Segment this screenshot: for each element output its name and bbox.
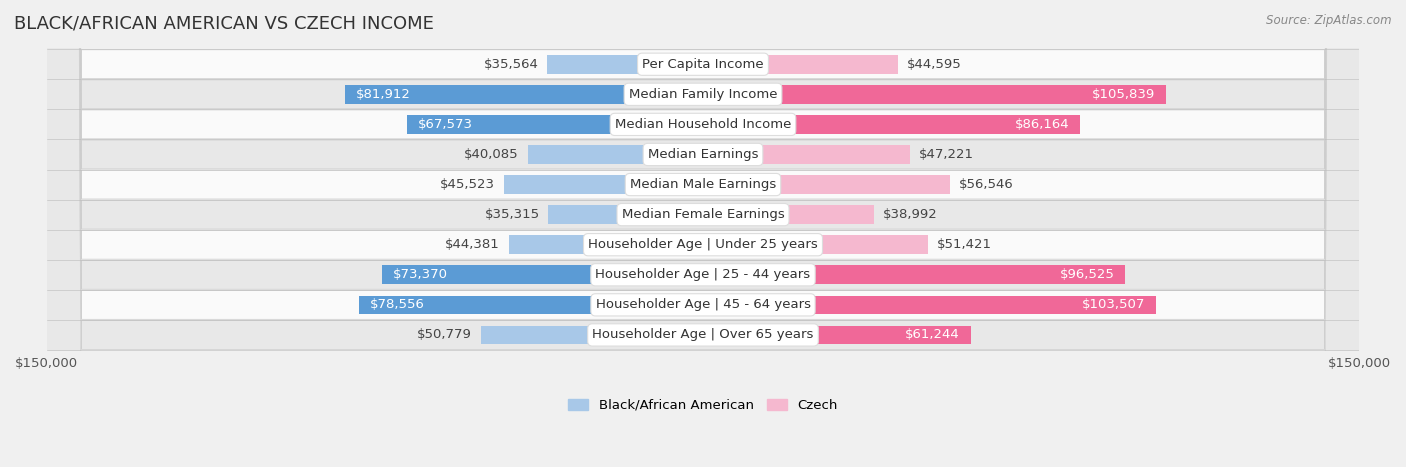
FancyBboxPatch shape bbox=[46, 0, 1360, 467]
Text: $105,839: $105,839 bbox=[1092, 88, 1156, 101]
Bar bbox=[703, 296, 1156, 314]
Bar bbox=[527, 145, 703, 164]
Bar bbox=[703, 145, 910, 164]
FancyBboxPatch shape bbox=[46, 0, 1360, 467]
Bar bbox=[703, 325, 972, 344]
Text: $50,779: $50,779 bbox=[418, 328, 472, 341]
Text: $73,370: $73,370 bbox=[392, 268, 449, 281]
Bar bbox=[408, 115, 703, 134]
Bar bbox=[548, 205, 703, 224]
Bar bbox=[703, 115, 1080, 134]
Bar bbox=[547, 55, 703, 74]
Legend: Black/African American, Czech: Black/African American, Czech bbox=[568, 399, 838, 412]
Text: $67,573: $67,573 bbox=[418, 118, 474, 131]
Text: $96,525: $96,525 bbox=[1060, 268, 1115, 281]
Bar bbox=[382, 265, 703, 284]
FancyBboxPatch shape bbox=[46, 0, 1360, 467]
Bar bbox=[509, 235, 703, 254]
Text: Median Family Income: Median Family Income bbox=[628, 88, 778, 101]
Text: Householder Age | 25 - 44 years: Householder Age | 25 - 44 years bbox=[595, 268, 811, 281]
Bar bbox=[703, 265, 1125, 284]
Text: $44,595: $44,595 bbox=[907, 58, 962, 71]
Text: Median Household Income: Median Household Income bbox=[614, 118, 792, 131]
Text: $86,164: $86,164 bbox=[1015, 118, 1069, 131]
Text: $81,912: $81,912 bbox=[356, 88, 411, 101]
FancyBboxPatch shape bbox=[46, 0, 1360, 467]
FancyBboxPatch shape bbox=[46, 0, 1360, 467]
Bar bbox=[503, 175, 703, 194]
FancyBboxPatch shape bbox=[46, 0, 1360, 467]
Text: Householder Age | Over 65 years: Householder Age | Over 65 years bbox=[592, 328, 814, 341]
Text: BLACK/AFRICAN AMERICAN VS CZECH INCOME: BLACK/AFRICAN AMERICAN VS CZECH INCOME bbox=[14, 14, 434, 32]
Bar bbox=[359, 296, 703, 314]
Text: $56,546: $56,546 bbox=[959, 178, 1014, 191]
Bar bbox=[481, 325, 703, 344]
Bar bbox=[703, 85, 1166, 104]
Text: Median Earnings: Median Earnings bbox=[648, 148, 758, 161]
Text: Median Female Earnings: Median Female Earnings bbox=[621, 208, 785, 221]
Text: Median Male Earnings: Median Male Earnings bbox=[630, 178, 776, 191]
FancyBboxPatch shape bbox=[46, 0, 1360, 467]
Text: $35,315: $35,315 bbox=[485, 208, 540, 221]
Text: Source: ZipAtlas.com: Source: ZipAtlas.com bbox=[1267, 14, 1392, 27]
Text: Householder Age | Under 25 years: Householder Age | Under 25 years bbox=[588, 238, 818, 251]
Text: $61,244: $61,244 bbox=[905, 328, 960, 341]
Bar bbox=[344, 85, 703, 104]
Text: $51,421: $51,421 bbox=[936, 238, 991, 251]
Text: $40,085: $40,085 bbox=[464, 148, 519, 161]
Text: $78,556: $78,556 bbox=[370, 298, 425, 311]
FancyBboxPatch shape bbox=[46, 0, 1360, 467]
Bar bbox=[703, 175, 950, 194]
Text: $103,507: $103,507 bbox=[1081, 298, 1144, 311]
FancyBboxPatch shape bbox=[46, 0, 1360, 467]
Text: $45,523: $45,523 bbox=[440, 178, 495, 191]
Text: Householder Age | 45 - 64 years: Householder Age | 45 - 64 years bbox=[596, 298, 810, 311]
Text: $35,564: $35,564 bbox=[484, 58, 538, 71]
Text: $44,381: $44,381 bbox=[446, 238, 501, 251]
Bar bbox=[703, 205, 873, 224]
FancyBboxPatch shape bbox=[46, 0, 1360, 467]
Bar bbox=[703, 55, 898, 74]
Text: Per Capita Income: Per Capita Income bbox=[643, 58, 763, 71]
Bar bbox=[703, 235, 928, 254]
Text: $38,992: $38,992 bbox=[883, 208, 938, 221]
Text: $47,221: $47,221 bbox=[918, 148, 973, 161]
